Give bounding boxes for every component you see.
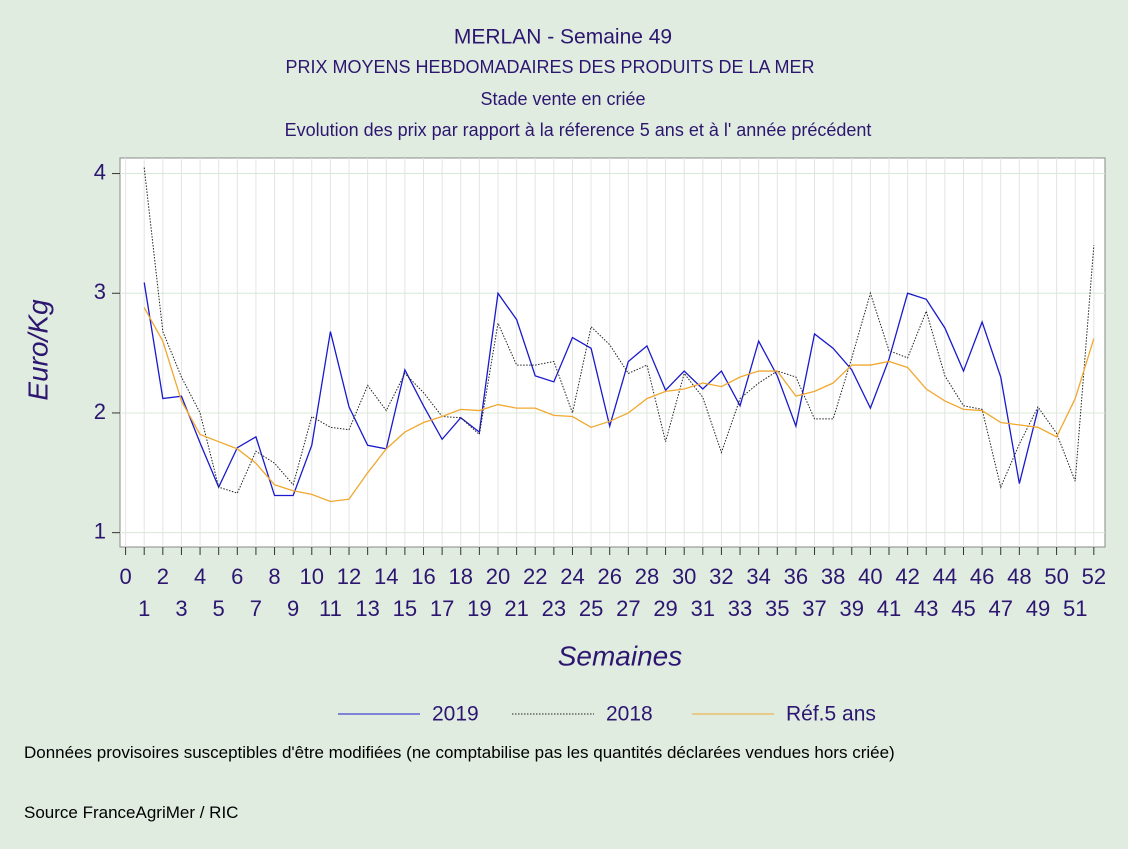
legend-label: Réf.5 ans — [786, 703, 876, 726]
x-tick-label: 4 — [194, 564, 206, 589]
x-tick-label: 25 — [579, 596, 603, 621]
x-tick-label: 36 — [784, 564, 808, 589]
x-tick-label: 48 — [1007, 564, 1031, 589]
x-tick-label: 11 — [319, 596, 342, 621]
legend-label: 2019 — [432, 703, 479, 726]
x-tick-label: 1 — [138, 596, 150, 621]
x-tick-label: 33 — [728, 596, 752, 621]
chart-subtitle: Evolution des prix par rapport à la réfe… — [285, 120, 872, 140]
x-tick-label: 44 — [933, 564, 957, 589]
x-tick-label: 18 — [449, 564, 473, 589]
x-tick-label: 42 — [895, 564, 919, 589]
x-tick-label: 41 — [877, 596, 901, 621]
x-tick-label: 12 — [337, 564, 361, 589]
x-tick-label: 28 — [635, 564, 659, 589]
x-tick-label: 15 — [393, 596, 417, 621]
x-tick-label: 38 — [821, 564, 845, 589]
x-tick-label: 20 — [486, 564, 510, 589]
series-line — [143, 282, 1039, 497]
x-tick-label: 7 — [250, 596, 262, 621]
x-tick-label: 23 — [542, 596, 566, 621]
x-tick-label: 30 — [672, 564, 696, 589]
x-tick-label: 39 — [840, 596, 864, 621]
x-tick-label: 43 — [914, 596, 938, 621]
series-line — [143, 167, 1095, 494]
x-tick-label: 3 — [175, 596, 187, 621]
y-tick-label: 2 — [94, 399, 106, 424]
y-tick-label: 4 — [94, 159, 106, 184]
chart-title: MERLAN - Semaine 49 — [454, 26, 672, 49]
chart: MERLAN - Semaine 49 PRIX MOYENS HEBDOMAD… — [22, 26, 1106, 672]
y-axis-label: Euro/Kg — [22, 299, 53, 401]
legend-label: 2018 — [606, 703, 653, 726]
x-tick-label: 40 — [858, 564, 882, 589]
x-tick-label: 50 — [1044, 564, 1068, 589]
x-tick-label: 49 — [1026, 596, 1050, 621]
x-tick-label: 37 — [802, 596, 826, 621]
x-tick-label: 0 — [119, 564, 131, 589]
x-tick-label: 17 — [430, 596, 454, 621]
x-tick-label: 5 — [213, 596, 225, 621]
x-tick-label: 46 — [970, 564, 994, 589]
x-tick-label: 2 — [157, 564, 169, 589]
x-tick-label: 47 — [988, 596, 1012, 621]
note: Données provisoires susceptibles d'être … — [24, 743, 895, 762]
x-tick-label: 21 — [504, 596, 528, 621]
x-tick-label: 10 — [300, 564, 324, 589]
x-tick-label: 8 — [268, 564, 280, 589]
x-tick-label: 52 — [1082, 564, 1106, 589]
x-tick-label: 45 — [951, 596, 975, 621]
x-tick-label: 24 — [560, 564, 584, 589]
note: Source FranceAgriMer / RIC — [24, 803, 239, 822]
x-tick-label: 32 — [709, 564, 733, 589]
x-tick-label: 13 — [355, 596, 379, 621]
x-tick-label: 51 — [1063, 596, 1087, 621]
plot-area — [119, 157, 1106, 548]
y-tick-label: 3 — [94, 279, 106, 304]
x-tick-label: 27 — [616, 596, 640, 621]
x-axis-label: Semaines — [558, 640, 683, 671]
x-tick-label: 14 — [374, 564, 398, 589]
x-tick-label: 16 — [411, 564, 435, 589]
x-tick-label: 19 — [467, 596, 491, 621]
series-line — [143, 307, 1095, 503]
chart-subtitle: PRIX MOYENS HEBDOMADAIRES DES PRODUITS D… — [285, 57, 814, 77]
x-tick-label: 34 — [746, 564, 770, 589]
x-tick-label: 9 — [287, 596, 299, 621]
x-tick-label: 31 — [691, 596, 715, 621]
x-tick-label: 26 — [597, 564, 621, 589]
x-tick-label: 6 — [231, 564, 243, 589]
x-tick-label: 22 — [523, 564, 547, 589]
y-tick-label: 1 — [94, 518, 106, 543]
x-tick-label: 29 — [653, 596, 677, 621]
x-tick-label: 35 — [765, 596, 789, 621]
chart-subtitle: Stade vente en criée — [480, 89, 645, 109]
